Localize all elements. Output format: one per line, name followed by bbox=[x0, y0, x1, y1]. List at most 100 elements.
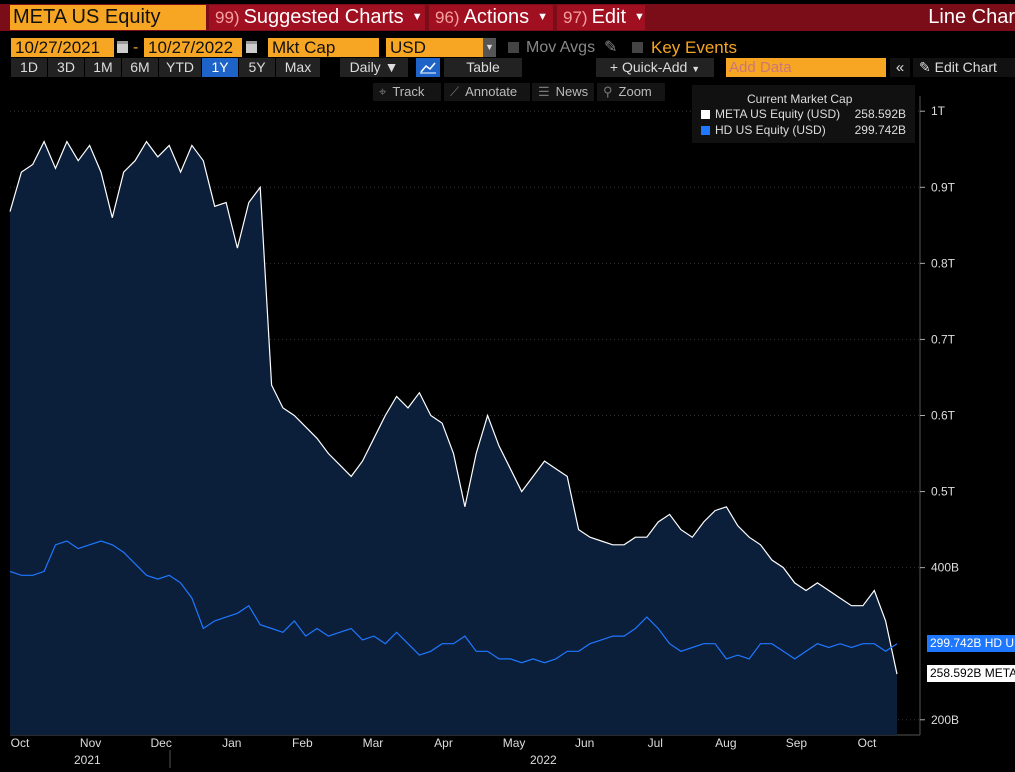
table-button[interactable]: Table bbox=[444, 58, 522, 77]
range-button-1d[interactable]: 1D bbox=[11, 58, 47, 77]
meta-series-line[interactable] bbox=[9, 140, 898, 675]
x-tick-label: Jul bbox=[648, 736, 663, 750]
collapse-icon[interactable]: « bbox=[890, 58, 910, 77]
year-label-2021: 2021 bbox=[74, 753, 101, 767]
x-tick-label: Mar bbox=[363, 736, 384, 750]
year-label-2022: 2022 bbox=[530, 753, 557, 767]
hd-series-line[interactable] bbox=[9, 540, 898, 664]
y-tick-label: 0.6T bbox=[931, 409, 956, 423]
mov-avgs-checkbox[interactable] bbox=[508, 42, 519, 53]
x-tick-label: Jun bbox=[575, 736, 594, 750]
line-chart-icon[interactable] bbox=[416, 58, 440, 77]
key-events-label: Key Events bbox=[651, 38, 737, 57]
quick-add-button[interactable]: + Quick-Add ▼ bbox=[596, 58, 714, 77]
range-button-5y[interactable]: 5Y bbox=[239, 58, 275, 77]
quick-add-label: + Quick-Add bbox=[609, 59, 688, 75]
x-tick-label: Oct bbox=[11, 736, 30, 750]
end-date-field[interactable]: 10/27/2022 bbox=[144, 38, 242, 57]
actions-button[interactable]: 96) Actions ▼ bbox=[429, 5, 553, 30]
field-selector[interactable]: Mkt Cap bbox=[268, 38, 379, 57]
button-label: Edit bbox=[591, 6, 627, 28]
range-button-6m[interactable]: 6M bbox=[122, 58, 158, 77]
button-label: Actions bbox=[463, 6, 530, 28]
range-button-max[interactable]: Max bbox=[276, 58, 320, 77]
caret-down-icon: ▼ bbox=[634, 11, 645, 24]
meta-area-fill bbox=[10, 141, 897, 736]
crosshair-icon: ⌖ bbox=[379, 84, 387, 99]
zoom-tool[interactable]: ⚲ Zoom bbox=[597, 83, 665, 101]
currency-selector[interactable]: USD bbox=[386, 38, 483, 57]
x-tick-label: Sep bbox=[786, 736, 808, 750]
track-tool[interactable]: ⌖ Track bbox=[373, 83, 441, 101]
legend-value: 299.742B bbox=[854, 123, 906, 137]
hd-last-value-label: 299.742B HD U bbox=[927, 634, 1015, 652]
mov-avgs-label: Mov Avgs bbox=[526, 39, 596, 56]
x-tick-label: Aug bbox=[715, 736, 736, 750]
meta-last-value-label: 258.592B META bbox=[927, 665, 1015, 683]
legend-series-name: HD US Equity (USD) bbox=[715, 123, 826, 137]
y-tick-label: 0.9T bbox=[931, 180, 956, 194]
frequency-selector[interactable]: Daily ▼ bbox=[340, 58, 408, 77]
y-tick-label: 1T bbox=[931, 104, 946, 118]
suggested-charts-button[interactable]: 99) Suggested Charts ▼ bbox=[209, 5, 425, 30]
button-number: 99) bbox=[215, 8, 240, 27]
legend-title: Current Market Cap bbox=[747, 92, 853, 106]
zoom-label: Zoom bbox=[618, 84, 652, 99]
annotate-label: Annotate bbox=[465, 84, 518, 99]
y-tick-label: 0.8T bbox=[931, 256, 956, 270]
caret-down-icon: ▼ bbox=[537, 11, 549, 24]
edit-chart-label: Edit Chart bbox=[934, 59, 997, 75]
pencil-icon[interactable]: ✎ bbox=[604, 39, 618, 56]
range-button-ytd[interactable]: YTD bbox=[159, 58, 201, 77]
edit-button[interactable]: 97) Edit ▼ bbox=[557, 5, 645, 30]
calendar-icon[interactable] bbox=[117, 41, 128, 53]
x-tick-label: Feb bbox=[292, 736, 313, 750]
x-tick-label: Apr bbox=[434, 736, 453, 750]
annotate-tool[interactable]: ⟋ Annotate bbox=[444, 83, 530, 101]
dropdown-arrow-icon[interactable]: ▼ bbox=[483, 38, 496, 57]
magnifier-icon: ⚲ bbox=[603, 84, 613, 99]
x-tick-label: Jan bbox=[222, 736, 241, 750]
track-label: Track bbox=[392, 84, 425, 99]
button-number: 96) bbox=[435, 8, 460, 27]
x-tick-label: Nov bbox=[80, 736, 101, 750]
annotate-icon: ⟋ bbox=[450, 84, 460, 99]
line-chart-glyph bbox=[420, 62, 436, 74]
button-label: Suggested Charts bbox=[243, 6, 404, 28]
caret-down-icon: ▼ bbox=[411, 11, 423, 24]
range-button-3d[interactable]: 3D bbox=[48, 58, 84, 77]
x-tick-label: May bbox=[503, 736, 526, 750]
edit-chart-button[interactable]: ✎ Edit Chart bbox=[913, 58, 1015, 77]
y-axis-ticks: 1T 0.9T 0.8T 0.7T 0.6T 0.5T 400B 200B bbox=[920, 104, 959, 727]
range-button-1y[interactable]: 1Y bbox=[202, 58, 238, 77]
calendar-icon[interactable] bbox=[246, 41, 257, 53]
key-events-checkbox[interactable] bbox=[632, 42, 643, 53]
legend-swatch bbox=[701, 110, 710, 119]
news-label: News bbox=[555, 84, 589, 99]
add-data-input[interactable]: Add Data bbox=[726, 58, 886, 77]
x-tick-label: Oct bbox=[858, 736, 877, 750]
news-tool[interactable]: ☰ News bbox=[532, 83, 594, 101]
y-tick-label: 0.7T bbox=[931, 332, 956, 346]
range-button-1m[interactable]: 1M bbox=[85, 58, 121, 77]
start-date-field[interactable]: 10/27/2021 bbox=[11, 38, 114, 57]
pencil-icon: ✎ bbox=[919, 59, 935, 75]
legend-value: 258.592B bbox=[854, 107, 906, 121]
legend-series-name: META US Equity (USD) bbox=[715, 107, 841, 121]
ticker-field[interactable]: META US Equity bbox=[10, 5, 206, 30]
legend: Current Market Cap META US Equity (USD) 2… bbox=[692, 85, 915, 143]
legend-entry-meta[interactable]: META US Equity (USD) 258.592B bbox=[701, 107, 911, 121]
date-separator: - bbox=[133, 39, 139, 56]
y-tick-label: 0.5T bbox=[931, 485, 956, 499]
chart-type-title: Line Char bbox=[928, 6, 1015, 28]
caret-down-icon: ▼ bbox=[691, 64, 701, 74]
legend-swatch bbox=[701, 126, 710, 135]
y-tick-label: 400B bbox=[931, 561, 959, 575]
legend-entry-hd[interactable]: HD US Equity (USD) 299.742B bbox=[701, 123, 911, 137]
button-number: 97) bbox=[563, 8, 588, 27]
news-icon: ☰ bbox=[538, 84, 550, 99]
y-tick-label: 200B bbox=[931, 713, 959, 727]
x-tick-label: Dec bbox=[150, 736, 171, 750]
x-axis-ticks: Oct Nov Dec Jan Feb Mar Apr May Jun Jul Aug Sep Oct bbox=[11, 736, 877, 750]
